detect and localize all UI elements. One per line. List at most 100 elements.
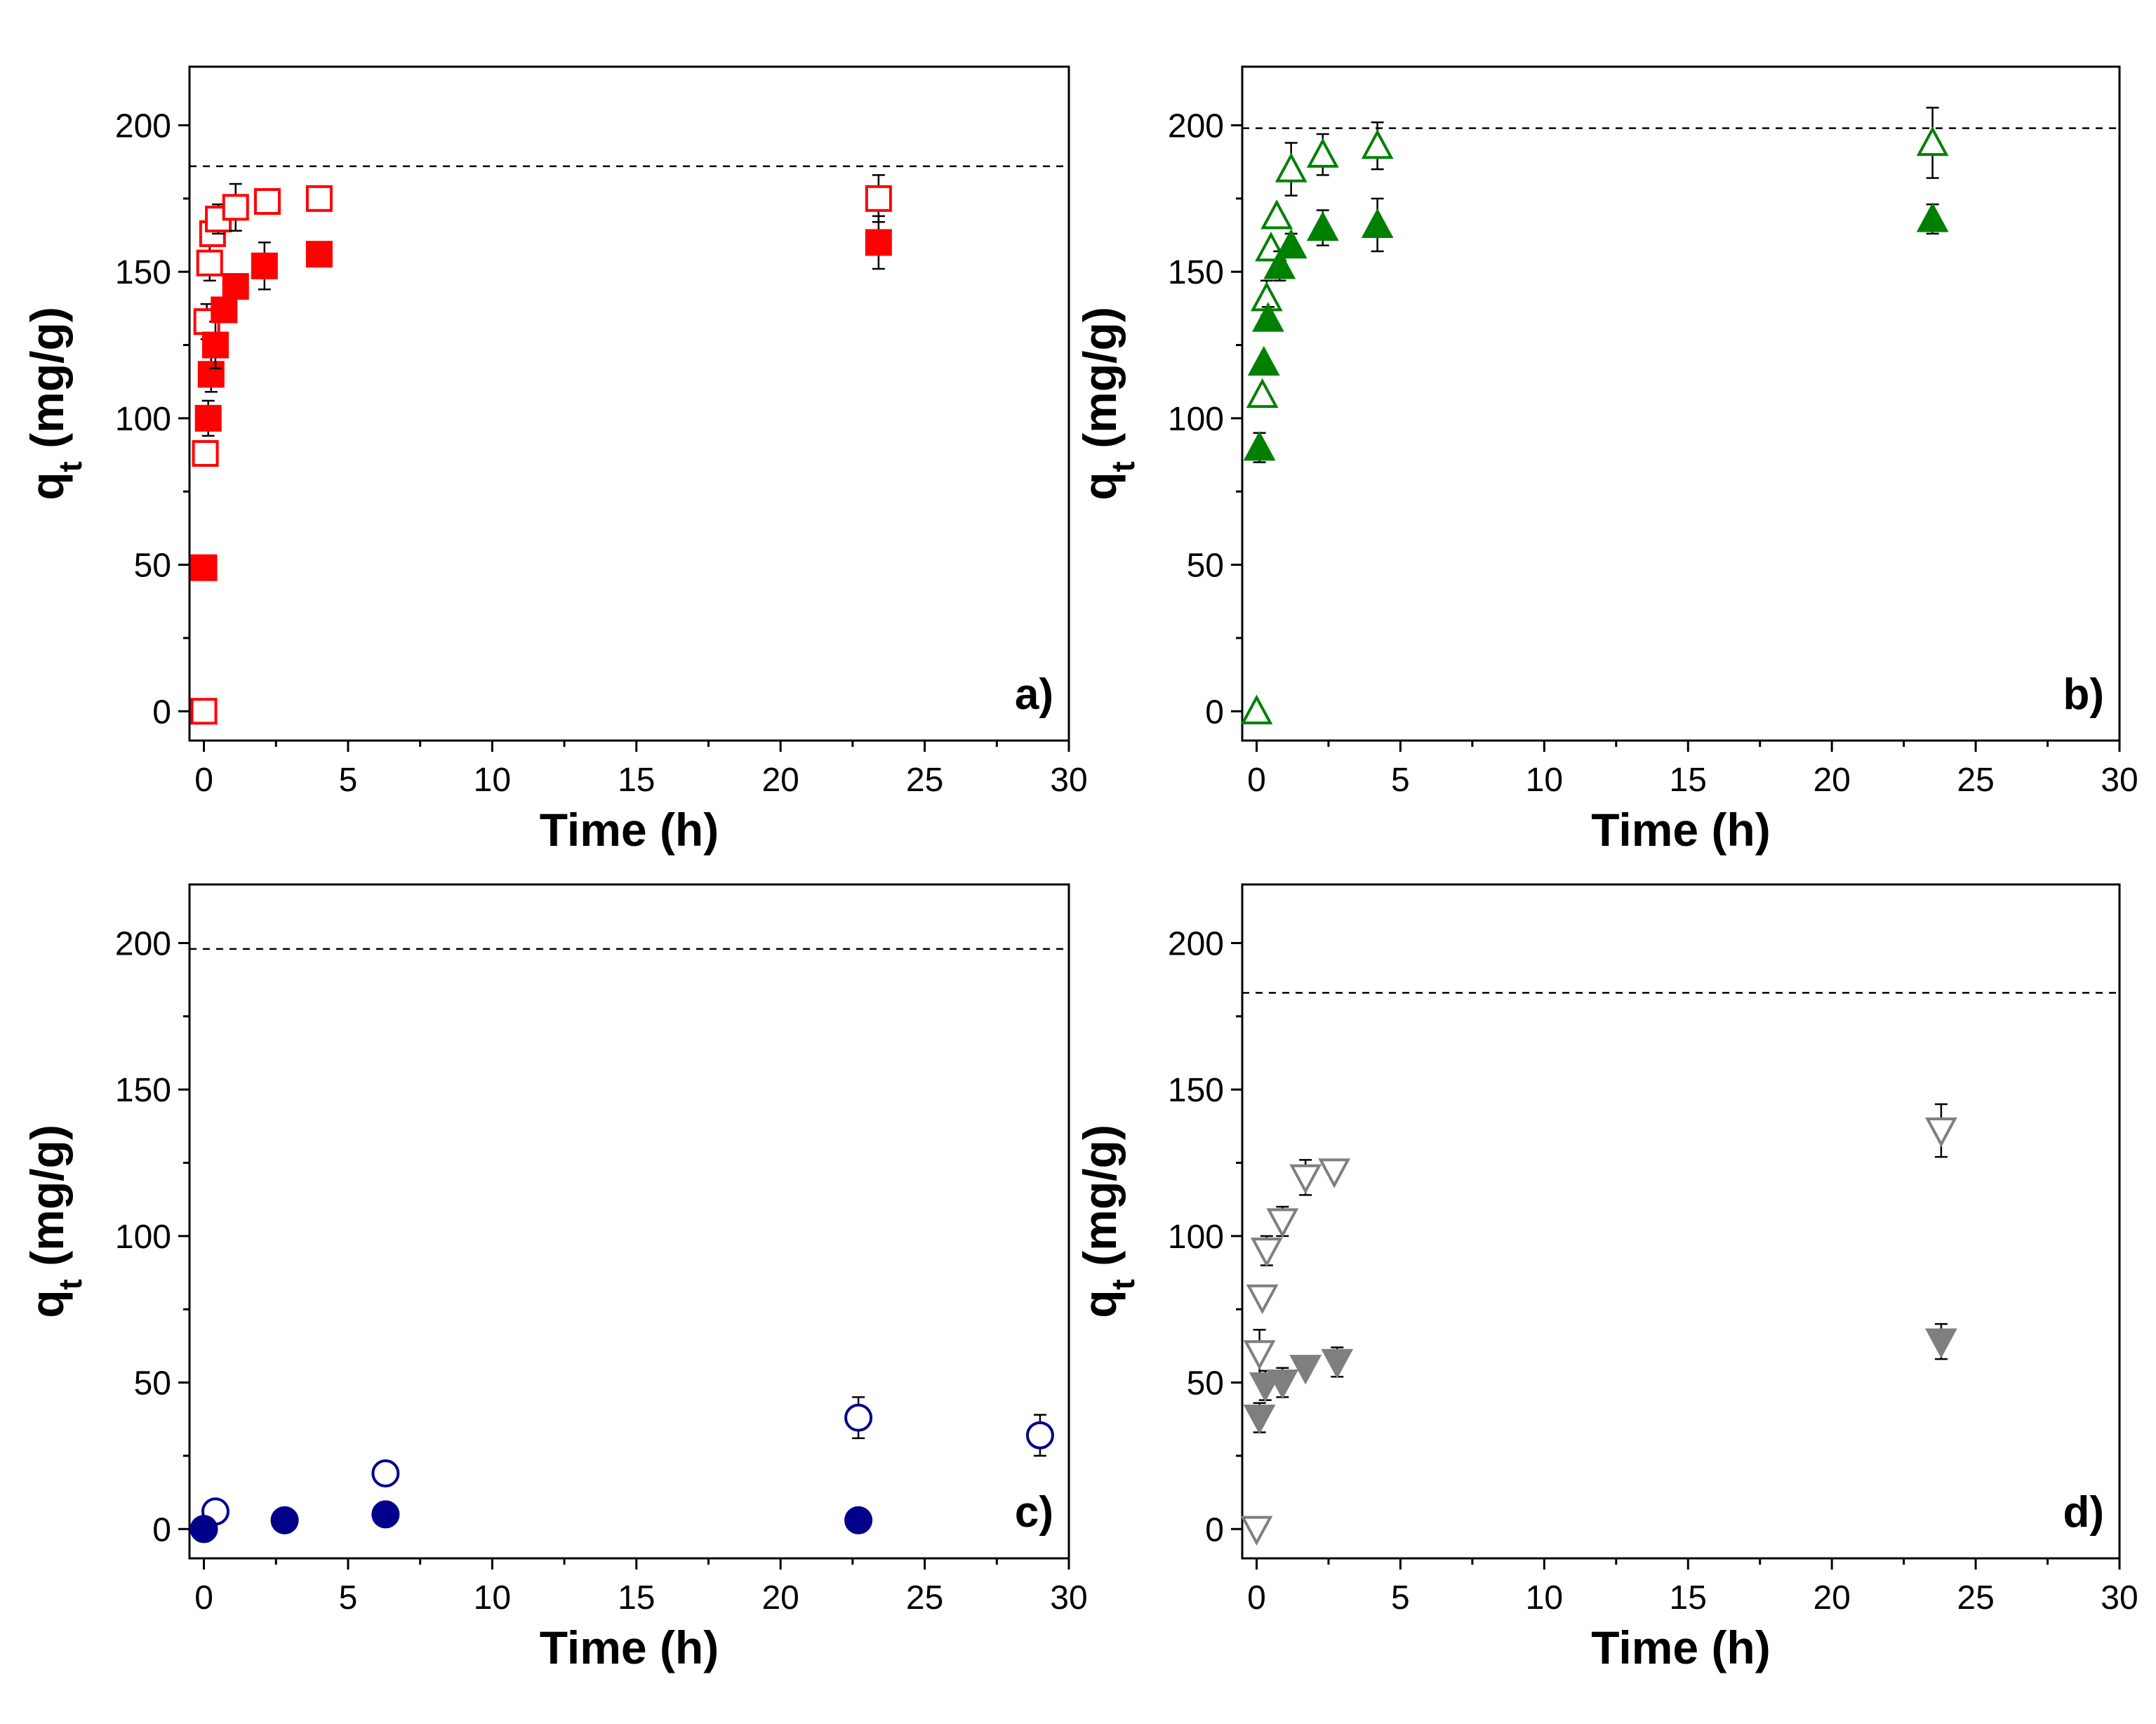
x-tick-label: 20 (1813, 1579, 1850, 1617)
data-point-open (1246, 378, 1279, 409)
data-point-filled (189, 1515, 218, 1544)
y-tick-label: 200 (1168, 925, 1224, 962)
x-tick-label: 30 (2101, 762, 2138, 799)
panel-label: b) (2063, 670, 2104, 719)
y-axis-title-sub: t (52, 1279, 88, 1289)
x-tick-label: 15 (618, 1579, 655, 1617)
y-tick-label: 0 (152, 1511, 171, 1549)
y-axis-title: qt (mg/g) (21, 307, 88, 500)
y-axis-title-sub: t (52, 461, 88, 472)
data-point-open (844, 1403, 873, 1432)
x-tick-label: 15 (1670, 1579, 1707, 1617)
y-axis-title-main: q (21, 1289, 73, 1318)
x-tick-label: 15 (1670, 762, 1707, 799)
data-point-filled (844, 1506, 873, 1534)
y-axis-title-main: q (1074, 472, 1126, 500)
x-tick-label: 10 (1526, 762, 1563, 799)
data-point-open (190, 698, 218, 725)
y-tick-label: 150 (1168, 254, 1224, 291)
data-point-open (253, 188, 281, 215)
x-tick-label: 0 (194, 1579, 213, 1617)
plot-frame (1241, 65, 2121, 742)
data-point-open (192, 439, 219, 467)
data-point-filled (1266, 1369, 1299, 1400)
y-axis-title: qt (mg/g) (1074, 307, 1141, 500)
data-point-open (222, 194, 249, 221)
y-tick-label: 50 (134, 548, 171, 585)
x-axis-title: Time (h) (540, 804, 719, 856)
y-axis-title-unit: (mg/g) (21, 307, 73, 461)
y-tick-label: 100 (1168, 1219, 1224, 1256)
y-axis-title-unit: (mg/g) (21, 1125, 73, 1279)
data-point-open (1266, 1208, 1299, 1238)
x-tick-label: 20 (761, 1579, 799, 1617)
data-point-open (196, 249, 223, 277)
panel-3: 0 5 10 15 20 25 30 0 50 100 150 200 Time (h) qt (mg/g… (21, 883, 1088, 1673)
x-tick-label: 0 (194, 762, 213, 799)
x-tick-label: 30 (1050, 1579, 1087, 1617)
data-point-open (1240, 694, 1273, 724)
panel-label: c) (1015, 1488, 1053, 1537)
data-point-filled (1306, 211, 1339, 241)
x-tick-label: 20 (1813, 762, 1850, 799)
x-tick-label: 10 (1526, 1579, 1563, 1617)
x-tick-label: 5 (339, 762, 358, 799)
x-axis-title: Time (h) (1591, 1622, 1770, 1673)
data-point-open (1275, 152, 1307, 183)
plot-frame (1241, 883, 2121, 1560)
data-point-filled (305, 241, 333, 268)
y-tick-label: 200 (1168, 107, 1224, 145)
data-point-filled (222, 273, 249, 300)
data-point-open (1924, 1117, 1957, 1148)
y-axis-title-sub: t (1105, 1279, 1141, 1289)
data-point-filled (190, 554, 218, 581)
y-axis-title: qt (mg/g) (1074, 1125, 1141, 1318)
data-point-filled (251, 252, 278, 279)
data-point-filled (1275, 228, 1307, 259)
data-point-open (1246, 1284, 1279, 1315)
y-tick-label: 0 (1205, 694, 1224, 731)
y-axis-title-main: q (1074, 1289, 1126, 1318)
data-point-filled (1249, 1372, 1282, 1403)
y-tick-label: 100 (115, 1219, 171, 1256)
data-point-filled (865, 229, 892, 256)
data-point-open (371, 1459, 400, 1487)
y-tick-label: 50 (1187, 548, 1224, 585)
x-tick-label: 20 (761, 762, 799, 799)
panel-label: a) (1015, 670, 1053, 719)
x-tick-label: 30 (2101, 1579, 2138, 1617)
data-point-open (1318, 1158, 1351, 1188)
x-tick-label: 0 (1247, 762, 1266, 799)
y-axis-title-unit: (mg/g) (1074, 307, 1126, 461)
data-point-open (1260, 199, 1293, 230)
plot-frame (188, 65, 1070, 742)
data-point-open (1250, 1238, 1283, 1268)
panel-2: 0 5 10 15 20 25 30 0 50 100 150 200 Time (h) qt (mg/g… (1074, 65, 2138, 856)
x-tick-label: 10 (474, 1579, 511, 1617)
y-axis-title-unit: (mg/g) (1074, 1125, 1126, 1279)
x-tick-label: 5 (1391, 1579, 1410, 1617)
data-point-filled (1243, 1405, 1276, 1435)
data-point-filled (1361, 208, 1394, 239)
x-tick-label: 5 (339, 1579, 358, 1617)
x-tick-label: 0 (1247, 1579, 1266, 1617)
data-point-open (1361, 128, 1394, 159)
x-axis-title: Time (h) (540, 1622, 719, 1673)
data-point-open (1916, 126, 1949, 157)
x-tick-label: 25 (1957, 1579, 1994, 1617)
x-tick-label: 10 (474, 762, 511, 799)
data-point-filled (1924, 1328, 1957, 1358)
data-point-open (305, 185, 333, 212)
y-tick-label: 200 (115, 107, 171, 145)
y-tick-label: 200 (115, 925, 171, 962)
data-point-filled (201, 331, 229, 359)
data-point-filled (1916, 202, 1949, 232)
panel-1: 0 5 10 15 20 25 30 0 50 100 150 200 Time (h) qt (mg/g… (21, 65, 1088, 856)
y-axis-title: qt (mg/g) (21, 1125, 88, 1318)
y-axis-title-sub: t (1105, 461, 1141, 472)
data-point-filled (1251, 302, 1284, 332)
x-tick-label: 25 (906, 762, 943, 799)
y-tick-label: 0 (1205, 1511, 1224, 1549)
plot-frame (188, 883, 1070, 1560)
data-point-open (1243, 1340, 1276, 1370)
